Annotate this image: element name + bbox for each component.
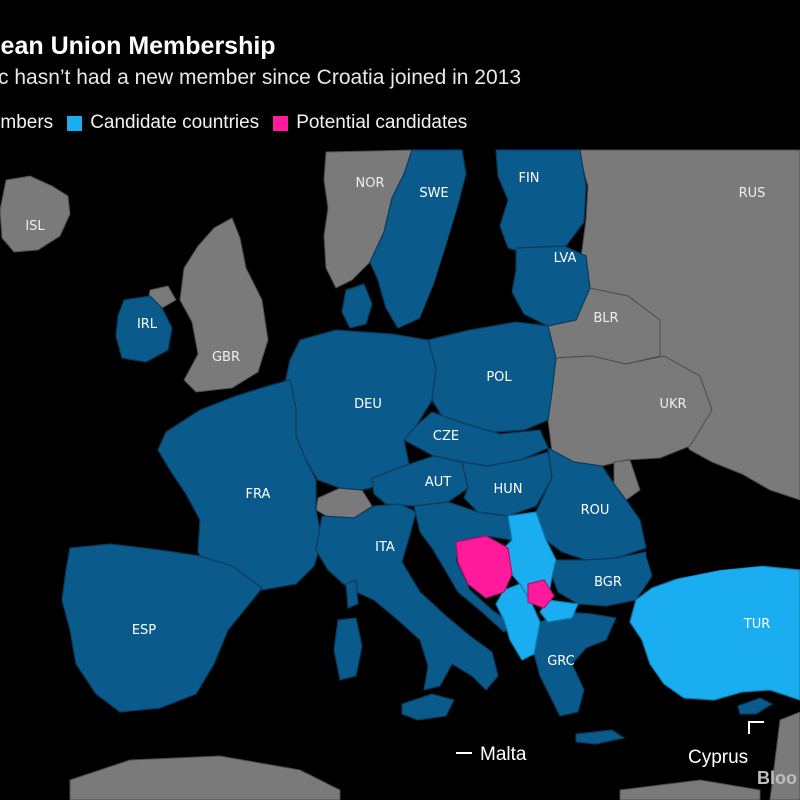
legend-label-potential: Potential candidates (296, 112, 468, 133)
eu-members (61, 149, 774, 745)
country-tur (629, 565, 800, 701)
legend-item-potential: Potential candidates (273, 112, 467, 134)
callout-malta: Malta (480, 744, 527, 765)
label-ita: ITA (375, 540, 395, 555)
country-mkd (539, 599, 579, 623)
country-isl (0, 175, 71, 253)
chart-header: opean Union Membership bloc hasn’t had a… (0, 30, 521, 92)
label-fin: FIN (518, 171, 539, 186)
label-deu: DEU (354, 397, 382, 412)
label-swe: SWE (419, 186, 448, 201)
label-irl: IRL (137, 317, 158, 332)
country-mda (613, 459, 641, 501)
label-esp: ESP (132, 623, 156, 638)
label-isl: ISL (25, 219, 45, 234)
label-lva: LVA (554, 251, 577, 266)
island-sardinia (333, 617, 363, 681)
label-bgr: BGR (594, 575, 622, 590)
label-ukr: UKR (659, 397, 686, 412)
country-hrv (413, 501, 513, 633)
page-title: opean Union Membership (0, 32, 276, 60)
island-sicily (401, 693, 455, 721)
country-xkx (527, 579, 555, 609)
label-blr: BLR (593, 311, 618, 326)
island-corsica (345, 579, 359, 609)
island-cyprus (737, 697, 774, 715)
country-esp (61, 543, 263, 713)
water-bodies (410, 170, 800, 640)
cyprus-leader (748, 721, 764, 734)
label-fra: FRA (246, 487, 271, 502)
country-hun (461, 451, 553, 517)
country-labels: NOR SWE FIN RUS ISL LVA BLR IRL GBR POL … (25, 171, 770, 669)
country-gbr (179, 217, 269, 393)
page-subtitle: bloc hasn’t had a new member since Croat… (0, 66, 521, 89)
country-grc (531, 611, 617, 717)
label-gbr: GBR (212, 350, 240, 365)
legend-swatch-potential (273, 115, 289, 131)
country-fin (495, 149, 587, 257)
legend-item-candidates: Candidate countries (67, 112, 259, 134)
country-pol (427, 321, 557, 433)
adriatic (410, 548, 490, 640)
baltic-sea (420, 170, 512, 332)
label-rou: ROU (581, 503, 610, 518)
country-irl (115, 295, 173, 363)
potential-candidates (455, 535, 555, 609)
callouts: Malta Cyprus (456, 721, 764, 768)
callout-cyprus: Cyprus (688, 747, 748, 768)
country-ukr (547, 355, 713, 467)
legend-swatch-candidates (67, 115, 83, 131)
non-member-countries (0, 149, 800, 800)
label-cze: CZE (433, 429, 459, 444)
label-pol: POL (486, 370, 512, 385)
source-credit: Bloo (757, 768, 797, 788)
north-africa (69, 755, 341, 800)
black-sea (646, 500, 800, 580)
north-africa-east (619, 779, 761, 800)
country-swe (369, 149, 467, 329)
island-crete (575, 729, 626, 745)
middle-east (769, 711, 800, 800)
label-aut: AUT (425, 475, 451, 490)
label-rus: RUS (739, 186, 766, 201)
label-grc: GRC (547, 654, 575, 669)
country-aut (371, 455, 469, 507)
country-bih (455, 535, 513, 599)
label-hun: HUN (493, 482, 522, 497)
legend-label-candidates: Candidate countries (90, 112, 260, 133)
label-nor: NOR (356, 176, 385, 191)
label-tur: TUR (743, 617, 771, 632)
country-dnk (341, 283, 373, 329)
country-baltics (511, 245, 591, 327)
